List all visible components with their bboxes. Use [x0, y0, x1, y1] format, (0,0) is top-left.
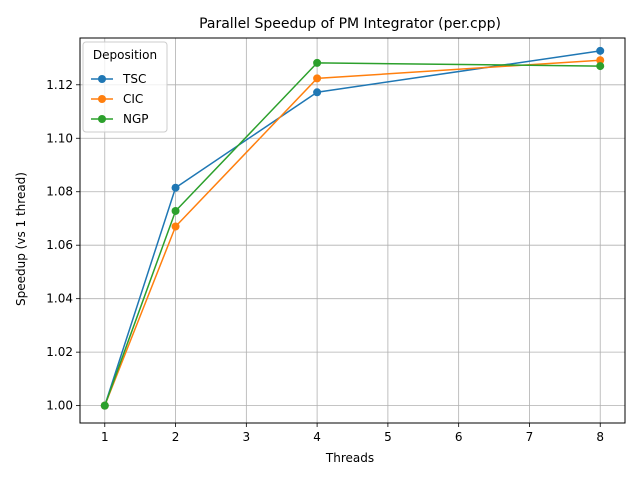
- x-tick-label: 8: [596, 430, 604, 444]
- data-point-cic: [313, 74, 322, 83]
- data-point-ngp: [171, 206, 180, 215]
- y-tick-label: 1.08: [46, 185, 73, 199]
- legend: Deposition TSC CIC NGP: [82, 41, 168, 133]
- x-axis-label: Threads: [325, 451, 374, 465]
- x-tick-label: 2: [172, 430, 180, 444]
- series-cic: [100, 56, 605, 410]
- grid: [80, 38, 625, 423]
- series-line-tsc: [104, 50, 601, 406]
- series-line-cic: [104, 59, 601, 406]
- y-tick-label: 1.00: [46, 399, 73, 413]
- legend-label-tsc: TSC: [122, 72, 146, 86]
- y-tick-label: 1.02: [46, 345, 73, 359]
- series-group: [100, 46, 605, 410]
- x-axis: 1 2 3 4 5 6 7 8: [101, 423, 604, 444]
- plot-frame: [79, 37, 626, 424]
- data-point-ngp: [596, 62, 605, 71]
- x-tick-label: 6: [455, 430, 463, 444]
- data-point-cic: [596, 56, 605, 65]
- series-line-ngp: [104, 62, 601, 406]
- data-point-tsc: [171, 183, 180, 192]
- y-tick-label: 1.04: [46, 292, 73, 306]
- data-point-ngp: [313, 58, 322, 67]
- y-tick-label: 1.10: [46, 131, 73, 145]
- data-point-tsc: [596, 46, 605, 55]
- y-axis-label: Speedup (vs 1 thread): [14, 172, 28, 306]
- data-point-tsc: [313, 88, 322, 97]
- x-tick-label: 3: [243, 430, 251, 444]
- y-tick-label: 1.06: [46, 238, 73, 252]
- data-point-ngp: [100, 401, 109, 410]
- y-axis: 1.00 1.02 1.04 1.06 1.08 1.10 1.12: [46, 78, 80, 413]
- x-tick-label: 7: [526, 430, 534, 444]
- legend-label-cic: CIC: [123, 92, 143, 106]
- series-ngp: [100, 58, 605, 410]
- legend-marker-ngp: [98, 115, 106, 123]
- x-tick-label: 5: [384, 430, 392, 444]
- data-point-cic: [171, 222, 180, 231]
- legend-marker-cic: [98, 95, 106, 103]
- chart-title: Parallel Speedup of PM Integrator (per.c…: [199, 16, 501, 32]
- legend-box: [82, 41, 168, 133]
- x-tick-label: 4: [313, 430, 321, 444]
- legend-title: Deposition: [93, 48, 157, 62]
- legend-label-ngp: NGP: [123, 112, 149, 126]
- y-tick-label: 1.12: [46, 78, 73, 92]
- legend-marker-tsc: [98, 75, 106, 83]
- x-tick-label: 1: [101, 430, 109, 444]
